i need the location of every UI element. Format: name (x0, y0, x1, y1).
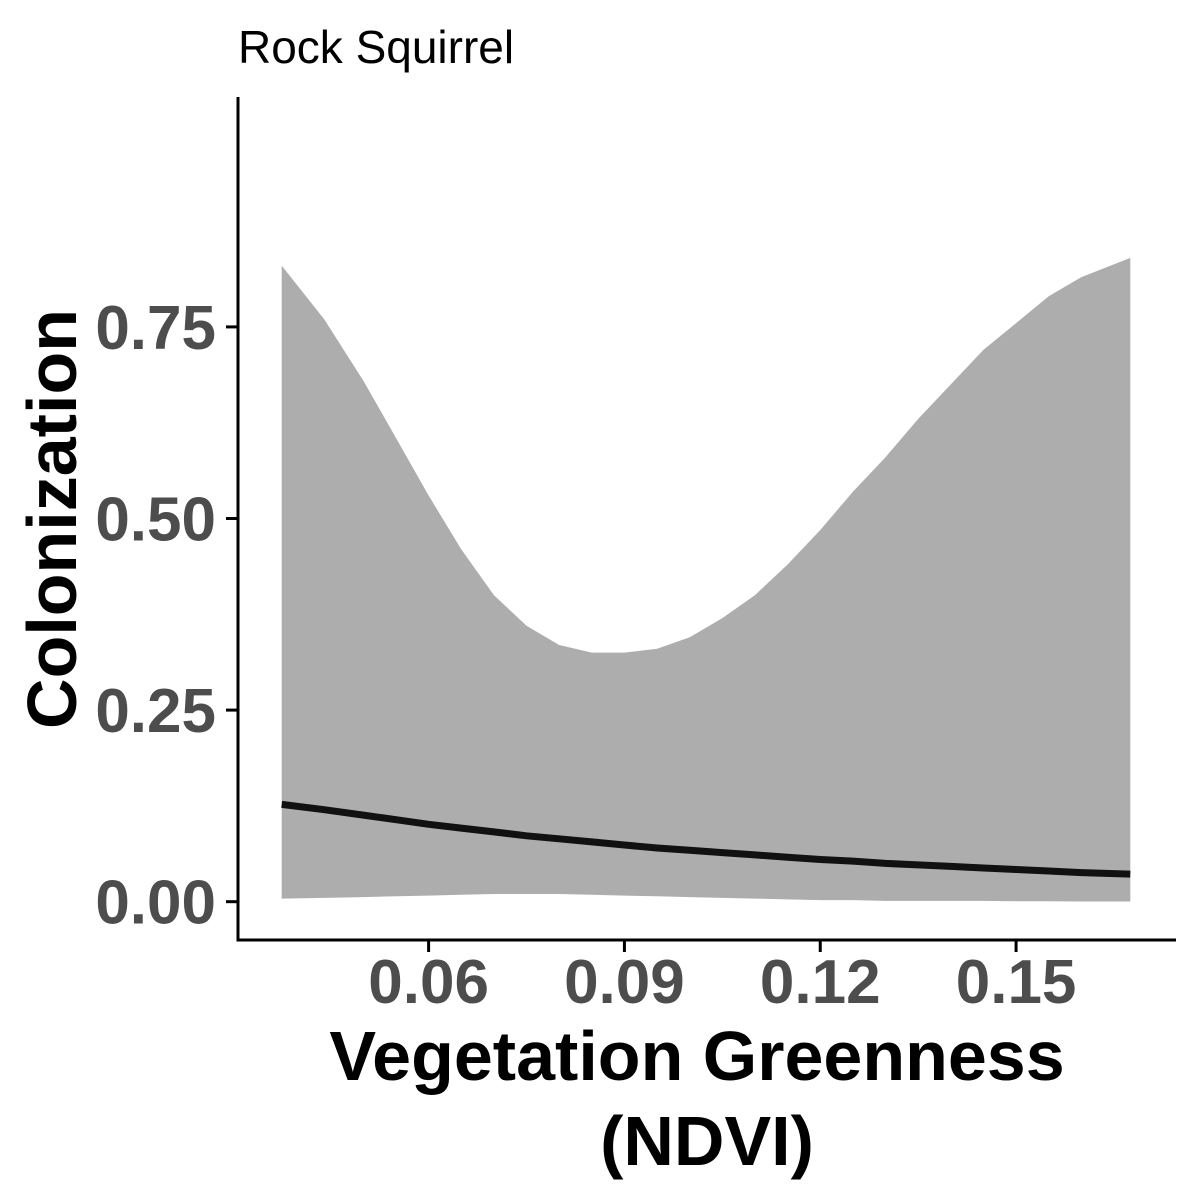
x-axis-title-line-1: Vegetation Greenness (329, 1017, 1064, 1095)
x-tick-label: 0.12 (760, 948, 881, 1017)
chart-title: Rock Squirrel (238, 21, 514, 73)
y-axis-ticks: 0.00 0.25 0.50 0.75 (95, 294, 238, 938)
x-tick-label: 0.09 (564, 948, 685, 1017)
y-tick-label: 0.50 (95, 486, 216, 555)
x-axis-title-line-2: (NDVI) (600, 1102, 814, 1180)
y-tick-label: 0.00 (95, 869, 216, 938)
y-tick-label: 0.75 (95, 294, 216, 363)
confidence-band-layer (281, 257, 1131, 902)
x-tick-label: 0.15 (956, 948, 1077, 1017)
confidence-band (281, 257, 1131, 902)
fitted-line-layer (281, 800, 1131, 878)
x-tick-label: 0.06 (368, 948, 489, 1017)
x-axis-ticks: 0.06 0.09 0.12 0.15 (368, 940, 1076, 1017)
y-axis-title: Colonization (13, 309, 91, 729)
fitted-line (281, 800, 1131, 878)
y-tick-label: 0.25 (95, 677, 216, 746)
